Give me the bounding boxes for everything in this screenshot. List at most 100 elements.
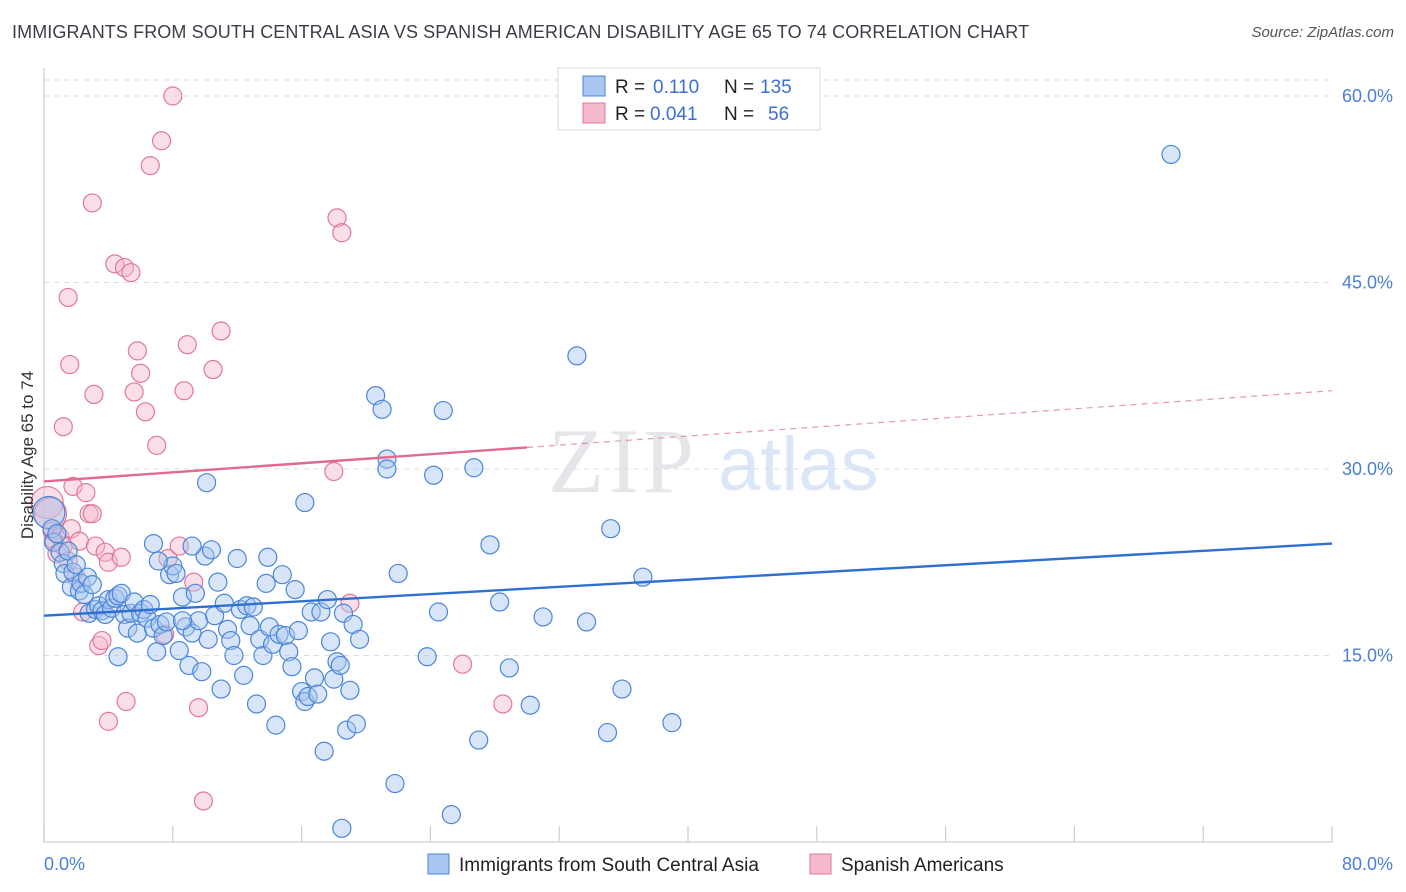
y-tick-label-0: 15.0%	[1342, 646, 1393, 666]
bottom-legend-swatch-blue	[427, 853, 450, 875]
legend-r-label-1: R =	[615, 77, 645, 98]
spanish-american-point-44	[53, 417, 73, 437]
spanish-american-point-21	[105, 254, 125, 274]
spanish-american-point-50	[324, 461, 344, 482]
spanish-american-point-24	[124, 382, 144, 402]
legend-r-value-2: 0.041	[650, 104, 698, 125]
spanish-american-point-20	[98, 552, 119, 572]
spanish-american-point-33	[163, 86, 183, 106]
x-tick-label-min: 0.0%	[44, 854, 85, 874]
south-central-asia-point-27	[118, 618, 138, 638]
legend-n-value-1: 135	[760, 77, 792, 98]
south-central-asia-point-112	[433, 400, 453, 421]
y-tick-label-3: 60.0%	[1342, 86, 1393, 106]
south-central-asia-point-16	[82, 575, 102, 595]
spanish-american-point-26	[131, 363, 151, 383]
south-central-asia-point-129	[499, 658, 519, 678]
spanish-american-point-40	[203, 359, 223, 380]
south-central-asia-point-110	[372, 399, 392, 419]
south-central-asia-point-65	[240, 616, 260, 636]
south-central-asia-point-124	[662, 713, 682, 733]
legend-r-value-1: 0.110	[653, 77, 699, 98]
south-central-asia-point-78	[282, 657, 302, 677]
south-central-asia-point-74	[269, 624, 289, 644]
spanish-american-point-16	[85, 536, 106, 556]
south-central-asia-point-43	[169, 640, 189, 661]
bottom-legend-label-blue: Immigrants from South Central Asia	[459, 855, 759, 876]
south-central-asia-point-60	[224, 645, 244, 666]
south-central-asia-point-61	[227, 548, 247, 569]
stats-legend: R = 0.110 N = 135 R = 0.041 N = 56	[557, 67, 821, 131]
south-central-asia-point-10	[66, 555, 86, 575]
bottom-legend-swatch-pink	[809, 853, 832, 875]
south-central-asia-point-95	[337, 720, 357, 740]
south-central-asia-point-23	[105, 588, 125, 608]
spanish-american-point-13	[76, 483, 96, 503]
south-central-asia-point-119	[490, 592, 510, 612]
spanish-american-point-30	[151, 131, 172, 151]
south-central-asia-point-99	[349, 629, 370, 649]
south-central-asia-point-80	[288, 621, 308, 641]
south-central-asia-point-58	[217, 619, 238, 639]
south-central-asia-point-56	[211, 679, 231, 699]
spanish-american-point-27	[135, 402, 156, 422]
south-central-asia-point-73	[266, 715, 286, 735]
gridlines	[44, 79, 1332, 656]
spanish-american-point-29	[147, 435, 167, 455]
x-tick-label-max: 80.0%	[1342, 854, 1393, 874]
south-central-asia-point-111	[377, 459, 397, 479]
south-central-asia-point-133	[441, 805, 461, 825]
legend-r-label-2: R =	[615, 104, 645, 125]
spanish-american-point-49	[111, 547, 131, 567]
bottom-legend-label-pink: Spanish Americans	[841, 855, 1004, 876]
y-tick-label-1: 30.0%	[1342, 459, 1393, 479]
trendline-spanish-americans-dashed	[526, 390, 1333, 448]
trendline-south-central-asia-solid	[43, 542, 1333, 617]
south-central-asia-point-86	[308, 684, 328, 704]
south-central-asia-point-121	[576, 612, 597, 632]
spanish-american-point-39	[193, 791, 213, 811]
trendline-spanish-americans-solid	[43, 446, 528, 483]
legend-swatch-blue	[582, 75, 606, 97]
south-central-asia-point-70	[256, 573, 276, 593]
south-central-asia-point-36	[147, 642, 167, 662]
south-central-asia-point-127	[520, 695, 540, 715]
spanish-americans-points	[30, 86, 513, 811]
south-central-asia-point-49	[188, 611, 209, 631]
south-central-asia-point-132	[385, 773, 405, 794]
south-central-asia-point-39	[156, 612, 176, 632]
south-central-asia-points	[32, 144, 1181, 838]
y-axis-label: Disability Age 65 to 74	[18, 371, 37, 539]
south-central-asia-point-75	[272, 565, 292, 585]
spanish-american-point-43	[60, 354, 80, 375]
south-central-asia-point-115	[428, 602, 449, 622]
south-central-asia-point-52	[198, 629, 218, 649]
spanish-american-point-42	[58, 287, 78, 308]
south-central-asia-point-128	[469, 730, 489, 750]
south-central-asia-point-48	[185, 583, 205, 603]
south-central-asia-point-59	[221, 630, 241, 651]
south-central-asia-point-3	[47, 524, 67, 544]
south-central-asia-point-79	[285, 580, 305, 600]
south-central-asia-point-93	[330, 655, 350, 676]
spanish-american-point-0	[30, 485, 64, 520]
south-central-asia-point-66	[243, 597, 263, 617]
south-central-asia-point-114	[388, 563, 408, 584]
south-central-asia-point-4	[50, 542, 70, 562]
south-central-asia-point-85	[304, 668, 325, 688]
y-tick-label-2: 45.0%	[1342, 273, 1393, 293]
south-central-asia-point-116	[424, 465, 444, 485]
x-axis-ticks: 0.0% 80.0%	[43, 826, 1393, 874]
chart-title: IMMIGRANTS FROM SOUTH CENTRAL ASIA VS SP…	[12, 22, 1030, 42]
spanish-american-point-45	[82, 193, 102, 213]
spanish-american-point-47	[98, 711, 119, 731]
spanish-american-point-4	[47, 543, 67, 564]
south-central-asia-point-134	[332, 818, 352, 838]
south-central-asia-point-77	[279, 642, 299, 662]
south-central-asia-point-57	[214, 593, 234, 613]
spanish-american-point-41	[211, 321, 231, 341]
south-central-asia-point-92	[327, 652, 347, 672]
south-central-asia-point-125	[597, 722, 618, 743]
south-central-asia-point-96	[340, 680, 360, 700]
